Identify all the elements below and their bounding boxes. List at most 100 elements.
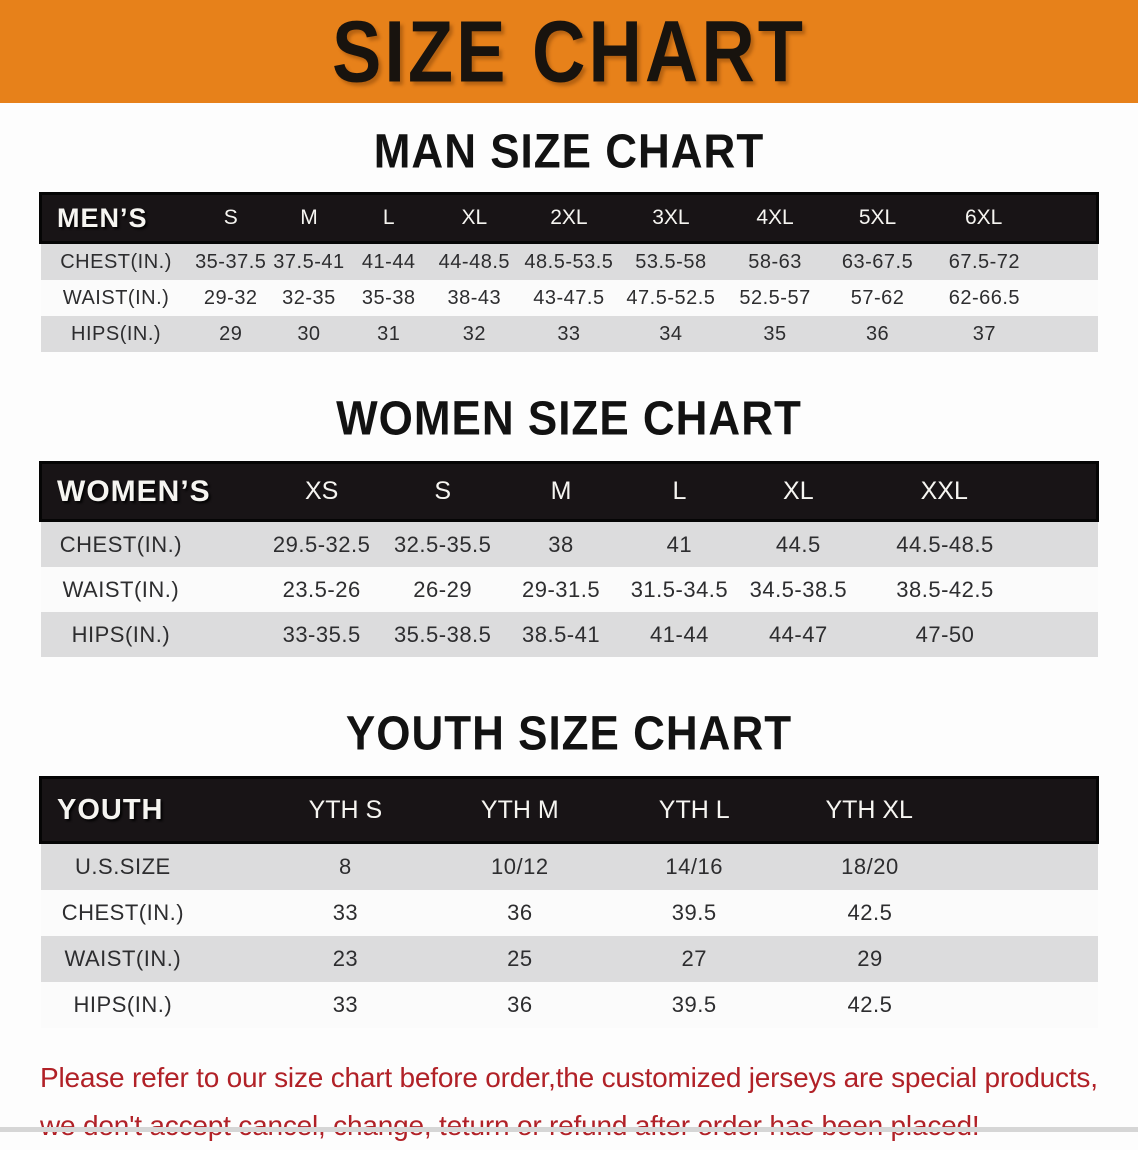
size-column-header: S <box>382 461 503 522</box>
size-value-cell: 44-47 <box>768 621 828 647</box>
size-column-header: YTH XL <box>781 776 1100 844</box>
size-value-cell: 36 <box>507 900 533 925</box>
size-value-cell: 39.5 <box>671 900 717 925</box>
measurement-label-cell: CHEST(IN.) <box>40 241 192 280</box>
size-value-cell: 33 <box>557 322 581 345</box>
size-chart-content: MAN SIZE CHART MEN’S S M L XL 2XL 3XL 4XL 5XL 6XL… <box>0 124 1138 1150</box>
measurement-label-cell: HIPS(IN.) <box>73 992 173 1017</box>
measurement-label-cell: WAIST(IN.) <box>64 946 182 971</box>
table-row: WAIST(IN.) 29-32 32-35 35-38 38-43 43-47.5 47.… <box>40 280 1098 316</box>
table-label-header: YOUTH <box>39 776 259 844</box>
size-value-cell: 34 <box>659 322 683 345</box>
size-value-cell: 41-44 <box>650 621 709 647</box>
size-value-cell: 53.5-58 <box>618 241 724 280</box>
size-value-cell: 35 <box>763 322 787 345</box>
size-chart-banner: SIZE CHART <box>0 0 1138 103</box>
women-section-heading: WOMEN SIZE CHART <box>336 391 802 446</box>
size-value-cell: 31 <box>377 322 401 345</box>
size-value-cell: 44-48.5 <box>429 241 520 280</box>
size-value-cell: 43-47.5 <box>533 286 605 309</box>
page-title: SIZE CHART <box>332 2 806 101</box>
size-value-cell: 67.5-72 <box>928 241 1098 280</box>
size-column-header: YTH L <box>607 776 782 844</box>
youth-size-table: YOUTH YTH S YTH M YTH L YTH XL U.S.SIZE 8 10/12… <box>39 776 1100 1028</box>
size-value-cell: 63-67.5 <box>826 241 929 280</box>
size-value-cell: 41 <box>619 519 740 567</box>
size-value-cell: 47-50 <box>915 621 975 647</box>
table-header-row: MEN’S S M L XL 2XL 3XL 4XL 5XL 6XL <box>38 192 1100 244</box>
size-value-cell: 44.5 <box>739 519 858 567</box>
table-header-row: YOUTH YTH S YTH M YTH L YTH XL <box>39 776 1100 844</box>
size-column-header: M <box>269 192 349 244</box>
size-column-header: L <box>348 192 430 244</box>
size-column-header: M <box>502 461 620 522</box>
table-row: CHEST(IN.) 33 36 39.5 42.5 <box>40 890 1098 936</box>
notice-line-1: Please refer to our size chart before or… <box>40 1062 1098 1093</box>
table-row: CHEST(IN.) 29.5-32.5 32.5-35.5 38 41 44.5 44.5… <box>40 519 1098 567</box>
bottom-edge-divider <box>0 1127 1138 1132</box>
size-value-cell: 8 <box>258 841 433 890</box>
size-value-cell: 34.5-38.5 <box>749 576 848 602</box>
measurement-label-cell: HIPS(IN.) <box>71 621 171 647</box>
size-value-cell: 52.5-57 <box>739 286 811 309</box>
size-value-cell: 57-62 <box>850 286 905 309</box>
size-column-header: 5XL <box>826 192 929 244</box>
size-value-cell: 32 <box>462 322 486 345</box>
measurement-label-cell: U.S.SIZE <box>40 841 259 890</box>
men-size-table: MEN’S S M L XL 2XL 3XL 4XL 5XL 6XL CHEST(IN.) 35-37… <box>38 192 1100 352</box>
size-value-cell: 33 <box>332 992 359 1017</box>
table-row: WAIST(IN.) 23.5-26 26-29 29-31.5 31.5-34.5 34… <box>40 567 1098 612</box>
size-value-cell: 30 <box>297 322 321 345</box>
table-row: HIPS(IN.) 33 36 39.5 42.5 <box>40 982 1098 1028</box>
measurement-label-cell: WAIST(IN.) <box>62 286 170 309</box>
size-column-header: XS <box>260 461 383 522</box>
size-column-header: XL <box>739 461 858 522</box>
size-value-cell: 35.5-38.5 <box>393 621 492 647</box>
size-value-cell: 37.5-41 <box>269 241 349 280</box>
size-value-cell: 41-44 <box>348 241 430 280</box>
men-section: MAN SIZE CHART MEN’S S M L XL 2XL 3XL 4XL 5XL 6XL… <box>0 124 1138 352</box>
size-value-cell: 62-66.5 <box>948 286 1021 309</box>
size-column-header: 6XL <box>928 192 1100 244</box>
size-value-cell: 14/16 <box>607 841 782 890</box>
size-value-cell: 35-37.5 <box>191 241 270 280</box>
youth-section: YOUTH SIZE CHART YOUTH YTH S YTH M YTH L YTH… <box>0 706 1138 1028</box>
size-column-header: S <box>191 192 270 244</box>
size-value-cell: 32.5-35.5 <box>382 519 503 567</box>
table-label-header: WOMEN’S <box>39 461 261 522</box>
table-row: WAIST(IN.) 23 25 27 29 <box>40 936 1098 982</box>
table-row: U.S.SIZE 8 10/12 14/16 18/20 <box>40 841 1098 890</box>
size-value-cell: 42.5 <box>847 900 893 925</box>
measurement-label-cell: WAIST(IN.) <box>62 576 180 602</box>
size-value-cell: 23 <box>332 946 359 971</box>
size-value-cell: 29-31.5 <box>521 576 601 602</box>
table-row: HIPS(IN.) 33-35.5 35.5-38.5 38.5-41 41-44 44-… <box>40 612 1098 657</box>
size-value-cell: 29.5-32.5 <box>260 519 383 567</box>
size-column-header: YTH S <box>258 776 433 844</box>
size-value-cell: 37 <box>972 322 997 345</box>
table-row: CHEST(IN.) 35-37.5 37.5-41 41-44 44-48.5 48.5… <box>40 241 1098 280</box>
order-policy-notice: Please refer to our size chart before or… <box>0 1054 1138 1150</box>
youth-section-heading: YOUTH SIZE CHART <box>345 706 793 761</box>
size-value-cell: 36 <box>865 322 890 345</box>
size-value-cell: 18/20 <box>781 841 1098 890</box>
size-value-cell: 44.5-48.5 <box>857 519 1098 567</box>
size-value-cell: 39.5 <box>671 992 717 1017</box>
size-value-cell: 38.5-42.5 <box>896 576 994 602</box>
size-column-header: 4XL <box>723 192 827 244</box>
size-value-cell: 33 <box>332 900 359 925</box>
size-value-cell: 42.5 <box>847 992 893 1017</box>
size-value-cell: 47.5-52.5 <box>626 286 716 309</box>
men-section-heading: MAN SIZE CHART <box>373 124 765 179</box>
size-value-cell: 26-29 <box>413 576 473 602</box>
measurement-label-cell: CHEST(IN.) <box>40 519 261 567</box>
size-value-cell: 48.5-53.5 <box>519 241 619 280</box>
table-label-header: MEN’S <box>38 192 192 244</box>
size-value-cell: 36 <box>507 992 533 1017</box>
size-column-header: YTH M <box>432 776 608 844</box>
size-value-cell: 10/12 <box>432 841 608 890</box>
size-value-cell: 32-35 <box>282 286 336 309</box>
size-value-cell: 23.5-26 <box>282 576 361 602</box>
size-value-cell: 29 <box>857 946 883 971</box>
size-value-cell: 38-43 <box>447 286 502 309</box>
